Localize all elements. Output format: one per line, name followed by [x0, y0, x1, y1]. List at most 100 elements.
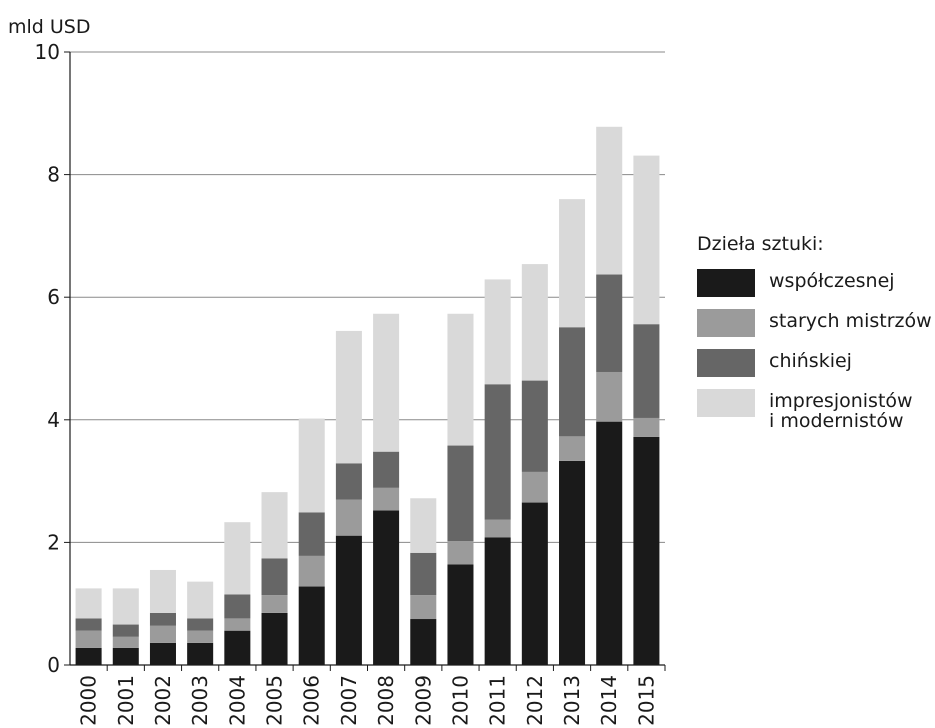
legend-label: impresjonistów i modernistów	[769, 390, 913, 432]
bar-segment	[447, 313, 474, 446]
legend-label: starych mistrzów	[769, 310, 932, 332]
x-tick-label: 2009	[411, 675, 435, 726]
legend-swatch	[697, 269, 755, 297]
bar-segment	[224, 522, 251, 595]
legend-title: Dzieła sztuki:	[697, 233, 824, 255]
y-tick-label: 0	[47, 653, 60, 677]
bar-segment	[373, 313, 400, 452]
x-tick-label: 2008	[374, 675, 398, 726]
bar-segment	[187, 630, 214, 643]
bar-segment	[335, 330, 362, 464]
bar-segment	[559, 460, 586, 665]
x-tick-label: 2004	[225, 675, 249, 726]
bar-segment	[596, 421, 623, 665]
bar-segment	[559, 199, 586, 328]
x-tick-label: 2000	[77, 675, 101, 726]
bar-segment	[298, 512, 325, 556]
legend-swatch	[697, 309, 755, 337]
bar-segment	[559, 436, 586, 461]
bar-segment	[633, 436, 660, 665]
axes: 0 2 4 6 8 10 2000 2001 2002 2003 2004 2005 2006 2007 2…	[35, 40, 666, 726]
legend: Dzieła sztuki: współczesnej starych mistr…	[697, 233, 932, 443]
bar-segment	[410, 619, 437, 665]
bar-segment	[298, 418, 325, 513]
bar-segment	[373, 510, 400, 665]
x-tick-label: 2006	[300, 675, 324, 726]
bar-segment	[633, 417, 660, 437]
bar-segment	[149, 625, 176, 643]
bar-segment	[149, 569, 176, 613]
bar-segment	[484, 519, 511, 538]
legend-items: współczesnej starych mistrzów chińskiej imp…	[697, 269, 932, 431]
bar-segment	[373, 451, 400, 488]
bar-segment	[559, 327, 586, 437]
legend-item: współczesnej	[697, 269, 932, 297]
legend-swatch	[697, 389, 755, 417]
bar-segment	[261, 595, 288, 613]
x-tick-label: 2015	[634, 675, 658, 726]
bar-segment	[112, 624, 139, 637]
bar-segment	[298, 586, 325, 665]
bar-segment	[224, 618, 251, 631]
bar-segment	[149, 642, 176, 665]
bar-segment	[261, 492, 288, 559]
y-tick-label: 10	[35, 40, 60, 64]
y-tick-label: 8	[47, 163, 60, 187]
x-tick-label: 2014	[597, 675, 621, 726]
x-tick-label: 2007	[337, 675, 361, 726]
bar-segment	[187, 642, 214, 665]
legend-label: chińskiej	[769, 350, 852, 372]
bar-segment	[112, 588, 139, 625]
bar-segment	[410, 595, 437, 620]
bar-segment	[596, 126, 623, 275]
bar-segment	[75, 630, 102, 648]
bar-segment	[335, 499, 362, 536]
bar-segment	[373, 487, 400, 511]
bar-segment	[521, 380, 548, 472]
x-tick-label: 2011	[486, 675, 510, 726]
bar-segment	[187, 618, 214, 631]
legend-item: chińskiej	[697, 349, 932, 377]
bar-segment	[261, 612, 288, 665]
bar-segment	[224, 630, 251, 665]
x-tick-label: 2012	[523, 675, 547, 726]
bar-segment	[521, 264, 548, 381]
bar-segment	[75, 618, 102, 631]
bar-segment	[596, 274, 623, 372]
bar-segment	[298, 555, 325, 587]
bar-segment	[410, 498, 437, 553]
bar-segment	[521, 502, 548, 665]
bar-segment	[447, 564, 474, 665]
bar-segment	[633, 155, 660, 325]
bar-segment	[633, 324, 660, 418]
x-tick-label: 2005	[263, 675, 287, 726]
bar-segment	[75, 647, 102, 665]
bar-segment	[484, 537, 511, 665]
x-tick-label: 2002	[151, 675, 175, 726]
legend-item: impresjonistów i modernistów	[697, 389, 932, 431]
bar-segment	[335, 535, 362, 665]
legend-swatch	[697, 349, 755, 377]
y-tick-label: 6	[47, 285, 60, 309]
x-tick-label: 2001	[114, 675, 138, 726]
x-tick-label: 2013	[560, 675, 584, 726]
x-tick-label: 2010	[448, 675, 472, 726]
bar-segment	[484, 279, 511, 385]
bar-segment	[447, 445, 474, 542]
bar-segment	[75, 588, 102, 619]
bar-segment	[447, 541, 474, 565]
bar-segment	[187, 581, 214, 619]
x-tick-label: 2003	[188, 675, 212, 726]
bar-segment	[484, 384, 511, 520]
legend-item: starych mistrzów	[697, 309, 932, 337]
y-tick-label: 2	[47, 530, 60, 554]
y-axis-label: mld USD	[8, 16, 91, 38]
bar-segment	[410, 552, 437, 596]
bar-segment	[335, 463, 362, 500]
bar-segment	[224, 594, 251, 619]
bars	[75, 126, 660, 665]
bar-segment	[149, 612, 176, 626]
bar-segment	[112, 647, 139, 665]
legend-label: współczesnej	[769, 270, 895, 292]
